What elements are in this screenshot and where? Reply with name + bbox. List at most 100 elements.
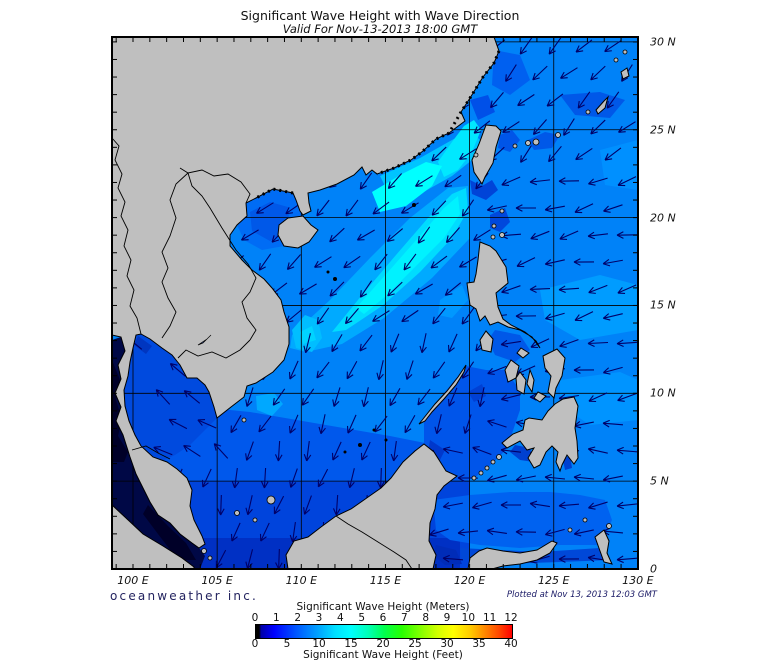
wave-direction-arrow xyxy=(545,312,565,321)
wave-direction-arrow xyxy=(343,255,361,269)
wave-direction-arrow xyxy=(240,229,259,241)
wave-direction-arrow xyxy=(548,37,562,55)
wave-direction-arrow xyxy=(359,280,373,298)
wave-direction-arrow xyxy=(575,147,593,161)
island xyxy=(201,548,207,554)
wave-direction-arrow xyxy=(587,231,608,240)
wave-direction-arrow xyxy=(548,145,562,163)
wave-direction-arrow xyxy=(602,366,623,375)
island xyxy=(613,57,619,63)
lon-label: 125 E xyxy=(538,574,570,587)
lat-label: 10 N xyxy=(650,386,676,400)
wave-direction-arrow xyxy=(442,502,463,510)
island xyxy=(241,417,247,423)
wave-direction-arrow xyxy=(603,204,623,213)
wave-direction-arrow xyxy=(431,200,447,216)
island xyxy=(491,223,497,229)
wave-direction-arrow xyxy=(183,444,201,457)
wave-direction-arrow xyxy=(403,253,417,271)
wave-direction-arrow xyxy=(344,308,359,325)
wave-direction-arrow xyxy=(532,119,547,136)
wave-direction-arrow xyxy=(347,468,355,489)
land-layer xyxy=(112,37,630,569)
wave-direction-arrow xyxy=(331,441,342,461)
island xyxy=(252,517,258,523)
legend-tick: 8 xyxy=(422,612,429,624)
wave-direction-arrow xyxy=(286,254,301,271)
wave-direction-arrow xyxy=(314,256,332,268)
wave-direction-arrow xyxy=(587,446,608,454)
wave-direction-arrow xyxy=(387,281,403,297)
wave-direction-arrow xyxy=(588,501,608,510)
wave-direction-arrow xyxy=(477,387,485,408)
wave-direction-arrow xyxy=(530,230,550,240)
wave-direction-arrow xyxy=(376,360,384,381)
wave-direction-arrow xyxy=(560,67,578,79)
island xyxy=(555,132,561,138)
wave-direction-arrow xyxy=(258,415,272,433)
wave-direction-arrow xyxy=(558,177,580,185)
legend-tick: 0 xyxy=(251,612,259,624)
island xyxy=(207,555,213,561)
wave-direction-arrow xyxy=(472,446,492,456)
wave-direction-arrow xyxy=(529,500,550,509)
island xyxy=(372,428,376,432)
legend-tick: 10 xyxy=(461,612,476,624)
wave-direction-arrow xyxy=(519,37,533,55)
map-layers xyxy=(112,37,638,569)
wave-direction-arrow xyxy=(489,92,504,109)
island xyxy=(478,470,484,476)
map-frame xyxy=(111,36,639,570)
island xyxy=(496,454,502,460)
wave-direction-arrow xyxy=(616,446,638,455)
island xyxy=(585,109,591,115)
wave-direction-arrow xyxy=(463,414,472,434)
legend-tick: 5 xyxy=(358,612,365,624)
legend-tick: 5 xyxy=(283,638,291,650)
wave-direction-arrow xyxy=(372,201,390,215)
wave-direction-arrow xyxy=(616,339,638,348)
wave-direction-arrow xyxy=(617,176,637,187)
lon-label: 105 E xyxy=(201,574,233,587)
wave-direction-arrow xyxy=(213,443,229,459)
wave-direction-arrow xyxy=(444,282,462,296)
wave-direction-arrow xyxy=(515,528,537,536)
lat-label: 20 N xyxy=(650,211,676,225)
wave-direction-arrow xyxy=(289,468,298,488)
oceanweather-credit: oceanweather inc. xyxy=(110,589,259,603)
island xyxy=(525,140,531,146)
wave-direction-arrow xyxy=(274,440,283,462)
wave-direction-arrow xyxy=(486,474,507,483)
wave-direction-arrow xyxy=(419,333,427,354)
wave-direction-arrow xyxy=(517,94,535,107)
wave-direction-arrow xyxy=(473,120,491,134)
wave-direction-arrow xyxy=(501,176,521,187)
wave-direction-arrow xyxy=(155,389,171,405)
island xyxy=(384,438,388,442)
lon-label: 120 E xyxy=(453,574,486,587)
tonle-sap-lake xyxy=(197,334,212,346)
legend-title-meters: Significant Wave Height (Meters) xyxy=(296,601,470,613)
wave-direction-arrow xyxy=(544,528,565,537)
legend-tick: 6 xyxy=(379,612,387,624)
wave-direction-arrow xyxy=(505,64,517,82)
wave-direction-arrow xyxy=(515,204,536,212)
wave-direction-arrow xyxy=(374,253,388,271)
wave-direction-arrow xyxy=(442,554,464,563)
wave-direction-arrow xyxy=(417,226,431,244)
wave-direction-arrow xyxy=(563,118,575,136)
wave-direction-arrow xyxy=(486,527,507,536)
wave-direction-arrow xyxy=(472,501,492,510)
wave-direction-arrow xyxy=(587,339,609,347)
wave-direction-arrow xyxy=(530,338,550,349)
wave-direction-arrow xyxy=(386,228,404,242)
wave-direction-arrow xyxy=(529,177,550,186)
wave-direction-arrow xyxy=(575,39,593,53)
wave-direction-arrow xyxy=(245,495,253,516)
wave-direction-arrow xyxy=(430,255,448,269)
wave-direction-arrow xyxy=(434,414,442,435)
wave-direction-arrow xyxy=(217,494,225,516)
wave-direction-arrow xyxy=(500,393,521,402)
wave-direction-arrow xyxy=(444,174,462,188)
